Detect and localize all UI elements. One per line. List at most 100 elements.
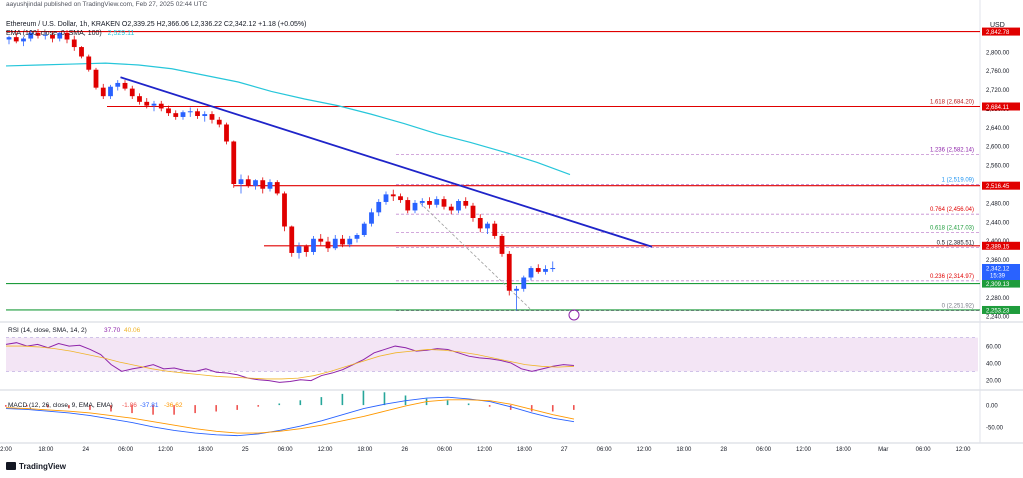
retracement-line [419,202,531,309]
time-tick-label: Mar [878,447,888,453]
time-tick-label: 18:00 [676,447,692,453]
time-tick-label: 2:00 [0,447,12,453]
time-tick-label: 12:00 [796,447,812,453]
candle-body [260,180,266,189]
time-tick-label: 12:00 [477,447,493,453]
fib-level-label: 1.618 (2,684.20) [930,99,974,105]
candle-body [289,226,295,253]
candle-body [267,182,273,189]
fib-level-label: 0.764 (2,456.04) [930,207,974,213]
candle-body [514,288,519,291]
macd-histogram-bar [383,392,386,406]
macd-histogram-bar [152,405,154,415]
macd-title: MACD (12, 26, close, 9, EMA, EMA) [8,402,113,409]
candle-body [434,199,440,205]
time-tick-label: 18:00 [38,447,54,453]
fib-level-label: 0.5 (2,385.51) [937,241,974,247]
price-tag-label: 2,842.78 [986,30,1010,36]
time-tick-label: 28 [720,447,727,453]
candle-body [463,201,469,206]
rsi-tick-label: 60.00 [986,345,1002,351]
countdown-label: 15:39 [990,273,1006,279]
time-tick-label: 12:00 [317,447,333,453]
candle-body [144,101,150,106]
candle-body [173,113,179,117]
candle-body [448,206,454,211]
price-tick-label: 2,760.00 [986,69,1010,75]
tradingview-logo: TradingView [6,462,66,471]
time-tick-label: 06:00 [118,447,134,453]
fib-level-label: 1.236 (2,582.14) [930,148,974,154]
candle-body [129,88,135,97]
time-tick-label: 25 [242,447,249,453]
ema-100-line [5,62,571,176]
publisher-note: aayushjindal published on TradingView.co… [6,1,208,8]
price-tag-label: 2,253.23 [986,308,1010,314]
candle-body [303,246,309,252]
candle-body [158,103,164,109]
price-tag [982,279,1020,288]
price-tag [982,102,1020,111]
candle-body [42,34,48,36]
candle-body [521,277,527,289]
candle-body [427,201,432,205]
candle-body [376,201,382,213]
rsi-band [6,337,978,372]
bearish-trendline [120,76,653,248]
candle-body [332,238,338,249]
candle-body [274,182,280,194]
rsi-title: RSI (14, close, SMA, 14, 2) [8,327,87,334]
fib-level-label: 1 (2,519.09) [942,177,974,183]
candle-body [470,205,476,218]
macd-hist-value: -1.86 [122,402,137,409]
macd-signal-value: -36.62 [164,402,183,409]
macd-histogram-bar [530,405,533,412]
candle-body [100,87,106,97]
time-tick-label: 06:00 [278,447,294,453]
candle-body [253,180,258,186]
candle-body [50,34,55,39]
candle-body [485,223,490,229]
candle-body [550,268,556,270]
macd-histogram-bar [173,405,175,415]
candle-body [187,111,193,113]
candle-body [216,119,222,125]
candle-body [6,37,12,40]
candle-body [71,39,77,48]
candle-body [535,268,541,272]
macd-histogram-bar [488,405,491,407]
macd-histogram-bar [278,403,281,406]
ema-label: EMA (100, close, 0, SMA, 100) [6,30,102,37]
tradingview-icon [6,462,16,470]
candle-body [390,194,396,197]
price-tick-label: 2,560.00 [986,164,1010,170]
ema-legend: EMA (100, close, 0, SMA, 100) 2,529.11 [6,30,134,37]
fib-level-label: 0.236 (2,314.97) [930,274,974,280]
current-price-tag [982,263,1020,280]
currency-label: USD [990,22,1005,29]
candle-body [347,238,353,245]
price-tag [982,241,1020,250]
candle-body [405,200,411,211]
macd-histogram-bar [131,405,133,414]
candle-body [296,246,302,253]
candle-body [21,38,26,42]
candle-body [122,82,128,89]
candle-body [419,201,425,203]
candle-body [224,124,229,142]
candle-body [151,103,157,106]
macd-histogram-bar [68,405,70,409]
candle-body [28,32,34,39]
rsi-ma-line [6,345,575,380]
candle-body [318,238,324,242]
candle-body [79,47,84,57]
time-tick-label: 18:00 [357,447,373,453]
price-tick-label: 2,600.00 [986,145,1010,151]
candle-body [64,32,70,40]
candle-body [354,235,360,239]
candle-body [180,112,186,117]
macd-histogram-bar [215,405,217,412]
candle-body [383,194,389,202]
macd-histogram-bar [446,400,449,406]
